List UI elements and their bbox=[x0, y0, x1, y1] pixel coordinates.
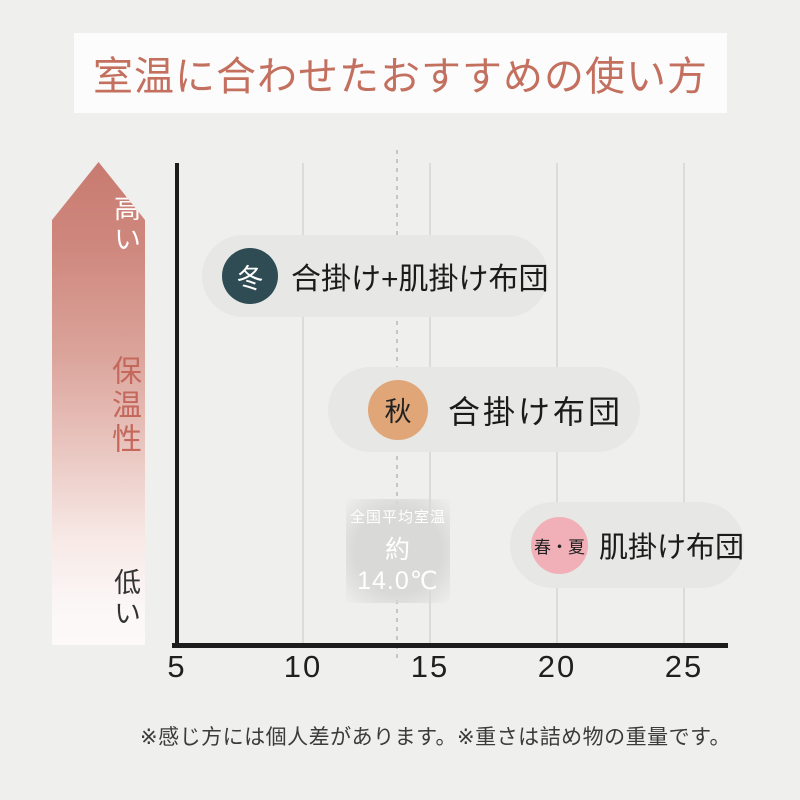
autumn-recommendation-pill: 秋 合掛け布団 bbox=[328, 367, 640, 452]
x-tick-10: 10 bbox=[283, 649, 323, 684]
x-tick-20: 20 bbox=[537, 649, 577, 684]
warmth-low-label: 低い bbox=[110, 568, 140, 630]
gridline-10 bbox=[302, 163, 304, 643]
x-axis-line bbox=[172, 643, 728, 648]
x-tick-25: 25 bbox=[664, 649, 704, 684]
warmth-gradient-arrow: 高い 保温性 低い bbox=[52, 162, 145, 645]
spring-summer-recommendation-pill: 春・夏 肌掛け布団 bbox=[510, 502, 744, 588]
winter-recommendation-pill: 冬 合掛け+肌掛け布団 bbox=[202, 235, 549, 317]
autumn-season-badge: 秋 bbox=[368, 379, 428, 440]
x-tick-15: 15 bbox=[410, 649, 450, 684]
average-temperature-marker: 全国平均室温 約14.0℃ bbox=[346, 499, 450, 603]
spring-summer-season-badge: 春・夏 bbox=[531, 516, 588, 574]
winter-season-badge: 冬 bbox=[222, 248, 278, 304]
average-temperature-value: 約14.0℃ bbox=[357, 536, 439, 595]
spring-summer-recommendation-label: 肌掛け布団 bbox=[599, 532, 745, 564]
page-title: 室温に合わせたおすすめの使い方 bbox=[93, 55, 708, 99]
average-temperature-caption: 全国平均室温 bbox=[349, 509, 446, 526]
winter-recommendation-label: 合掛け+肌掛け布団 bbox=[291, 263, 549, 296]
warmth-high-label: 高い bbox=[110, 194, 140, 256]
autumn-recommendation-label: 合掛け布団 bbox=[448, 393, 624, 430]
footnote: ※感じ方には個人差があります。※重さは詰め物の重量です。 bbox=[140, 726, 731, 749]
x-tick-5: 5 bbox=[167, 649, 187, 684]
warmth-axis-label: 保温性 bbox=[107, 355, 140, 457]
title-banner: 室温に合わせたおすすめの使い方 bbox=[74, 33, 727, 113]
y-axis-line bbox=[175, 163, 179, 648]
gridline-25 bbox=[683, 163, 685, 643]
